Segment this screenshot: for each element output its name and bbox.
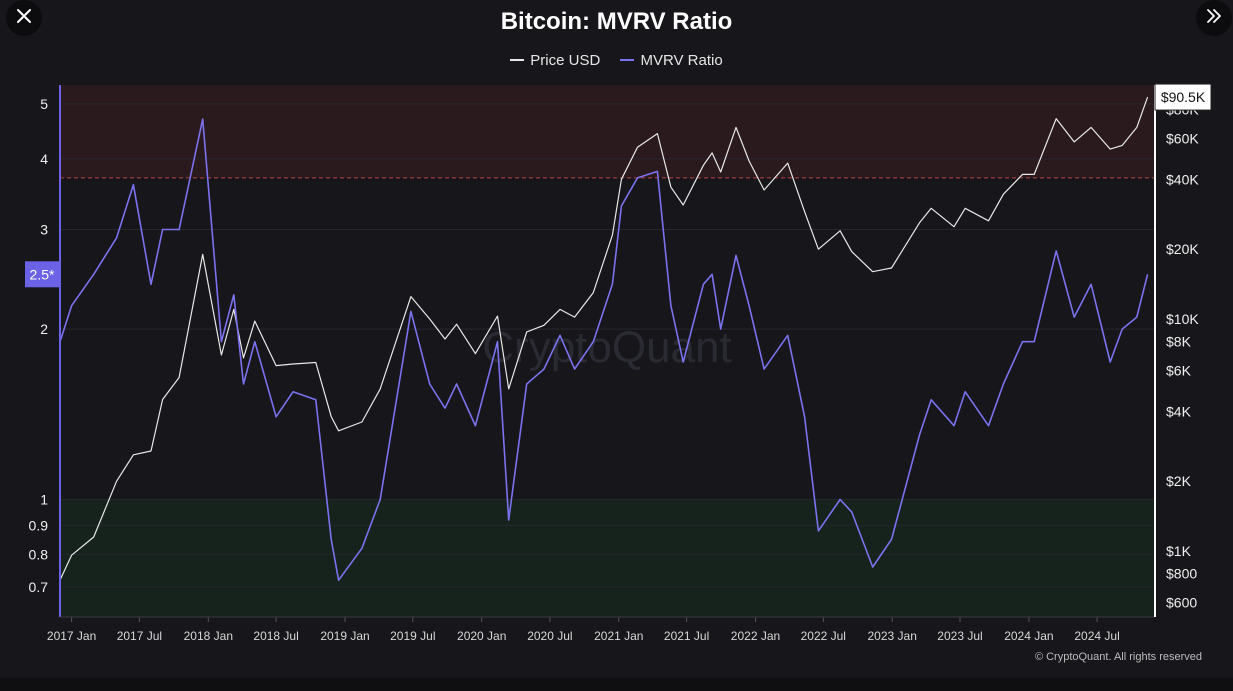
chart-legend: Price USD MVRV Ratio <box>0 48 1233 69</box>
left-tick-label: 0.8 <box>29 546 49 562</box>
right-tick-label: $6K <box>1166 363 1192 379</box>
bottom-strip <box>0 678 1233 691</box>
x-tick-label: 2022 Jul <box>801 629 846 643</box>
right-tick-label: $40K <box>1166 171 1199 187</box>
price-current-label: $90.5K <box>1161 89 1206 105</box>
x-tick-label: 2018 Jul <box>253 629 298 643</box>
left-tick-label: 3 <box>40 221 48 237</box>
axes-layer: 543210.90.80.7$80K$60K$40K$20K$10K$8K$6K… <box>29 85 1199 643</box>
close-icon <box>16 8 32 29</box>
right-tick-label: $60K <box>1166 130 1199 146</box>
x-tick-label: 2024 Jan <box>1004 629 1053 643</box>
copyright-text: © CryptoQuant. All rights reserved <box>1034 651 1202 663</box>
double-chevron-right-icon <box>1205 7 1223 30</box>
left-tick-label: 5 <box>40 96 48 112</box>
chart-title: Bitcoin: MVRV Ratio <box>500 8 733 35</box>
grid-layer <box>60 103 1154 622</box>
expand-button[interactable] <box>1196 0 1232 36</box>
legend-item-price[interactable]: Price USD <box>510 52 600 69</box>
series-layer <box>59 96 1149 582</box>
right-tick-label: $8K <box>1166 334 1192 350</box>
x-tick-label: 2023 Jul <box>937 629 982 643</box>
close-button[interactable] <box>6 0 42 36</box>
legend-swatch-price <box>510 59 525 61</box>
zone-undervalued <box>60 499 1154 617</box>
x-tick-label: 2018 Jan <box>184 629 233 643</box>
x-tick-label: 2024 Jul <box>1074 629 1119 643</box>
labels-layer: 2.5* $90.5K <box>25 83 1212 288</box>
price-current-badge <box>1154 83 1212 111</box>
x-tick-label: 2021 Jul <box>664 629 709 643</box>
left-tick-label: 1 <box>40 492 48 508</box>
legend-item-mvrv[interactable]: MVRV Ratio <box>620 51 723 69</box>
x-tick-label: 2019 Jan <box>320 629 369 643</box>
right-tick-label: $2K <box>1166 473 1192 489</box>
left-tick-label: 0.7 <box>29 579 49 595</box>
right-tick-label: $600 <box>1166 595 1197 611</box>
legend-label-price: Price USD <box>530 51 601 69</box>
legend-swatch-mvrv <box>620 59 635 61</box>
x-tick-label: 2020 Jan <box>457 629 506 643</box>
x-tick-label: 2019 Jul <box>390 629 435 643</box>
right-tick-label: $1K <box>1166 543 1192 559</box>
x-tick-label: 2021 Jan <box>594 629 643 643</box>
left-tick-label: 0.9 <box>29 517 49 533</box>
mvrv-series-line <box>59 118 1149 582</box>
zones-layer <box>60 85 1154 617</box>
x-tick-label: 2017 Jul <box>117 629 162 643</box>
price-series-line <box>59 96 1149 581</box>
right-tick-label: $10K <box>1166 311 1199 327</box>
legend-label-mvrv: MVRV Ratio <box>640 51 723 69</box>
x-tick-label: 2020 Jul <box>527 629 572 643</box>
right-tick-label: $20K <box>1166 241 1199 257</box>
right-tick-label: $4K <box>1166 403 1192 419</box>
watermark-text: CryptoQuant <box>482 323 731 372</box>
left-tick-label: 4 <box>40 151 48 167</box>
zone-overvalued <box>60 85 1154 178</box>
right-tick-label: $800 <box>1166 566 1197 582</box>
x-tick-label: 2023 Jan <box>868 629 917 643</box>
x-tick-label: 2017 Jan <box>47 629 96 643</box>
x-tick-label: 2022 Jan <box>731 629 780 643</box>
mvrv-current-label: 2.5* <box>30 266 55 282</box>
left-tick-label: 2 <box>40 321 48 337</box>
mvrv-current-badge <box>25 261 59 288</box>
